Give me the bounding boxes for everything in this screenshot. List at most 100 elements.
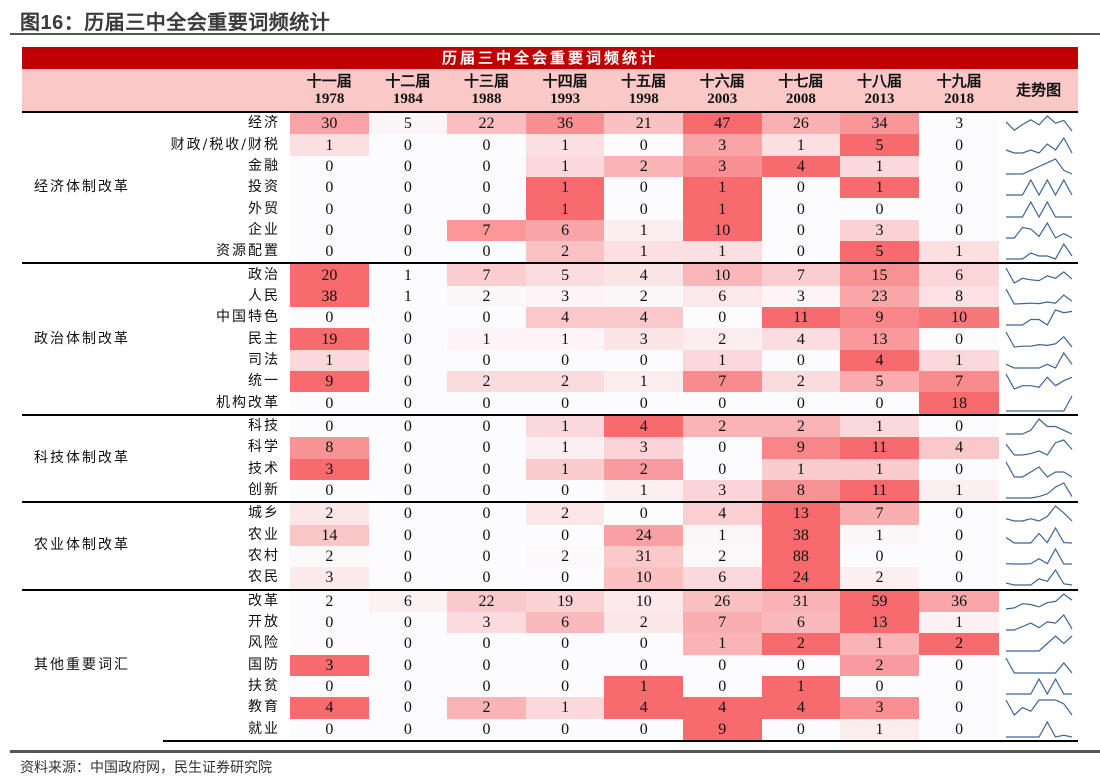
session-name: 十六届 xyxy=(699,72,745,90)
term-label: 投资 xyxy=(248,179,281,196)
title-divider xyxy=(10,33,1100,35)
value-cell: 4 xyxy=(918,437,1000,459)
sparkline-icon xyxy=(1005,136,1073,154)
sparkline-icon xyxy=(1005,115,1073,132)
session-name: 十五届 xyxy=(621,72,667,90)
value-cell: 1 xyxy=(840,633,919,655)
table-row: 农村 2 0 0 2 31 2 88 0 0 xyxy=(22,545,1078,568)
value-cell: 7 xyxy=(918,371,1000,393)
value-cell: 0 xyxy=(290,392,369,415)
value-cell: 88 xyxy=(761,545,841,568)
value-cell: 19 xyxy=(525,588,605,612)
value-cell: 4 xyxy=(682,697,762,719)
value-cell: 3 xyxy=(604,437,683,459)
value-cell: 38 xyxy=(290,285,369,308)
term-label: 司法 xyxy=(248,351,281,368)
value-cell: 0 xyxy=(918,413,1000,438)
value-cell: 0 xyxy=(761,392,841,415)
value-cell: 10 xyxy=(604,588,683,612)
session-year: 2013 xyxy=(864,91,895,107)
value-cell: 5 xyxy=(840,134,919,156)
sparkline-cell xyxy=(999,349,1078,372)
value-cell: 0 xyxy=(525,654,605,676)
term-label: 人民 xyxy=(248,287,281,304)
value-cell: 1 xyxy=(525,437,605,459)
value-cell: 1 xyxy=(682,633,762,655)
value-cell: 1 xyxy=(840,413,919,438)
sparkline-cell xyxy=(999,697,1078,719)
table-row: 科学 8 0 0 1 3 0 9 11 4 xyxy=(22,437,1078,459)
value-cell: 0 xyxy=(368,241,448,264)
value-cell: 0 xyxy=(604,633,683,655)
table-row: 金融 0 0 0 1 2 3 4 1 0 xyxy=(22,155,1078,178)
value-cell: 0 xyxy=(290,611,369,634)
value-cell: 7 xyxy=(682,611,762,634)
value-cell: 1 xyxy=(682,524,762,546)
value-cell: 13 xyxy=(840,328,919,350)
value-cell: 2 xyxy=(525,545,605,568)
sparkline-cell xyxy=(999,285,1078,308)
value-cell: 18 xyxy=(918,392,1000,415)
value-cell: 7 xyxy=(682,371,762,393)
value-cell: 2 xyxy=(761,633,841,655)
value-cell: 0 xyxy=(447,198,526,220)
column-header-1988: 十三届 1988 xyxy=(447,69,526,112)
value-cell: 13 xyxy=(761,501,841,525)
value-cell: 0 xyxy=(368,219,448,242)
footer-divider xyxy=(10,750,1100,753)
value-cell: 1 xyxy=(604,479,683,503)
value-cell: 14 xyxy=(290,524,369,546)
term-label: 城乡 xyxy=(163,501,291,525)
category-label: 科技体制改革 xyxy=(22,413,164,503)
value-cell: 7 xyxy=(761,262,841,286)
value-cell: 1 xyxy=(604,219,683,242)
value-cell: 0 xyxy=(918,177,1000,199)
sparkline-cell xyxy=(999,718,1078,742)
value-cell: 20 xyxy=(290,262,369,286)
term-label: 机构改革 xyxy=(216,394,281,411)
value-cell: 0 xyxy=(368,371,448,393)
table-row: 统一 9 0 2 2 1 7 2 5 7 xyxy=(22,371,1078,393)
table-row: 就业 0 0 0 0 0 9 0 1 0 xyxy=(22,718,1078,742)
value-cell: 0 xyxy=(368,675,448,698)
value-cell: 4 xyxy=(525,307,605,329)
value-cell: 1 xyxy=(840,524,919,546)
value-cell: 1 xyxy=(290,134,369,156)
sparkline-icon xyxy=(1005,548,1072,565)
sparkline-icon xyxy=(1005,288,1073,305)
value-cell: 24 xyxy=(604,524,683,546)
value-cell: 0 xyxy=(447,675,526,698)
value-cell: 0 xyxy=(918,697,1000,719)
value-cell: 0 xyxy=(525,524,605,546)
table-row: 机构改革 0 0 0 0 0 0 0 0 18 xyxy=(22,392,1078,415)
sparkline-icon xyxy=(1005,699,1073,717)
sparkline-icon xyxy=(1005,395,1073,412)
session-name: 十八届 xyxy=(856,72,902,90)
value-cell: 0 xyxy=(290,413,369,438)
value-cell: 0 xyxy=(604,501,683,525)
table-row: 科技体制改革 科技 0 0 0 1 4 2 2 1 0 xyxy=(22,413,1078,503)
value-cell: 0 xyxy=(761,654,841,676)
value-cell: 6 xyxy=(368,588,448,612)
value-cell: 0 xyxy=(525,567,605,590)
value-cell: 0 xyxy=(918,328,1000,350)
value-cell: 0 xyxy=(368,479,448,503)
value-cell: 2 xyxy=(447,285,526,308)
value-cell: 2 xyxy=(525,371,605,393)
value-cell: 0 xyxy=(368,611,448,634)
value-cell: 4 xyxy=(682,501,762,525)
term-label: 科技 xyxy=(163,413,291,438)
term-label: 金融 xyxy=(248,157,281,174)
header-blank xyxy=(22,69,291,112)
session-name: 十二届 xyxy=(385,72,431,90)
value-cell: 0 xyxy=(918,675,1000,698)
value-cell: 0 xyxy=(368,458,448,480)
value-cell: 11 xyxy=(761,307,841,329)
value-cell: 3 xyxy=(604,328,683,350)
value-cell: 2 xyxy=(840,567,919,590)
value-cell: 2 xyxy=(918,633,1000,655)
sparkline-cell xyxy=(999,545,1078,568)
table-row: 创新 0 0 0 0 1 3 8 11 1 xyxy=(22,479,1078,503)
value-cell: 0 xyxy=(447,545,526,568)
value-cell: 36 xyxy=(918,588,1000,612)
